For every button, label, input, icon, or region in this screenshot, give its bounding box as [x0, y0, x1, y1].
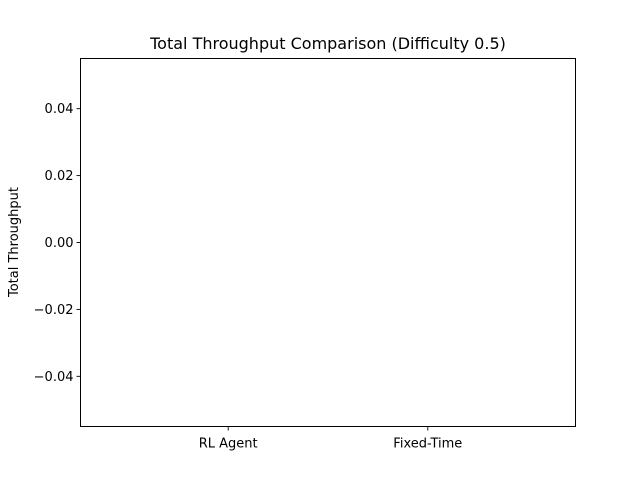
- y-tick-label: 0.02: [45, 169, 74, 184]
- x-axis: RL Agent Fixed-Time: [199, 426, 462, 452]
- chart-title: Total Throughput Comparison (Difficulty …: [149, 34, 506, 53]
- plot-frame: [80, 58, 576, 427]
- y-tick-label: 0.00: [45, 236, 74, 251]
- y-tick-label: 0.04: [45, 102, 74, 117]
- y-tick-label: −0.04: [34, 370, 74, 385]
- x-tick-label: Fixed-Time: [393, 437, 462, 452]
- y-tick-label: −0.02: [34, 303, 74, 318]
- y-axis: 0.04 0.02 0.00 −0.02 −0.04: [34, 102, 81, 385]
- y-axis-label: Total Throughput: [7, 187, 22, 298]
- x-tick-label: RL Agent: [199, 437, 258, 452]
